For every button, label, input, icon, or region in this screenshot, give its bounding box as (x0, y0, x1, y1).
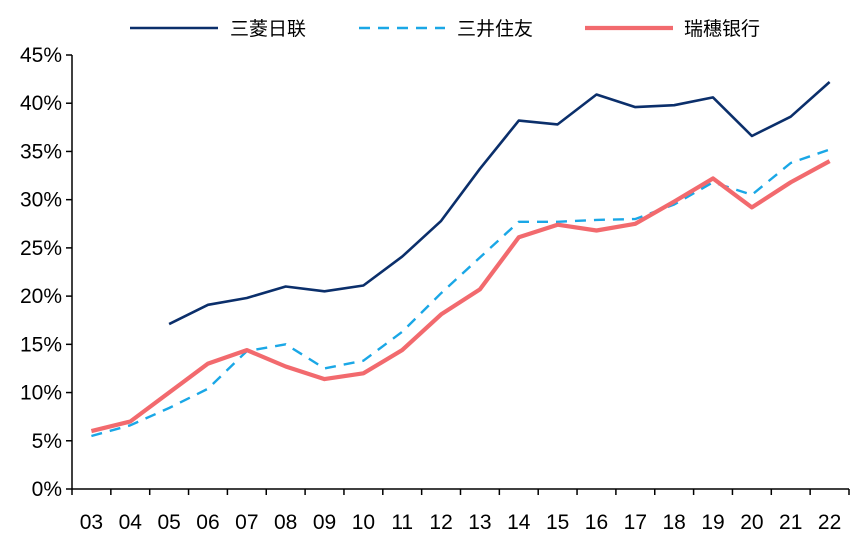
axes (71, 55, 849, 490)
x-tick-label: 13 (468, 511, 491, 534)
series-layer (90, 81, 831, 438)
legend-item-2: 三井住友 (359, 18, 533, 40)
y-tick-label: 5% (32, 430, 62, 453)
y-tick-label: 40% (20, 92, 62, 115)
legend-label: 瑞穗银行 (684, 18, 760, 40)
x-tick-label: 07 (235, 511, 258, 534)
y-tick-label: 25% (20, 237, 62, 260)
legend-label: 三菱日联 (230, 18, 306, 40)
x-tick-label: 16 (585, 511, 608, 534)
x-tick-label: 14 (507, 511, 531, 534)
x-tick-label: 15 (546, 511, 569, 534)
legend-label: 三井住友 (457, 18, 533, 40)
x-tick-label: 19 (701, 511, 724, 534)
series-line-2 (91, 148, 830, 438)
x-tick-label: 03 (80, 511, 103, 534)
legend-item-1: 三菱日联 (130, 18, 306, 40)
y-tick-label: 30% (20, 189, 62, 212)
y-axis-ticks: 0% 5% 10% 15% 20% 25% 30% 35% 40% 45% (20, 44, 72, 501)
x-tick-label: 17 (624, 511, 647, 534)
x-tick-label: 18 (662, 511, 685, 534)
x-tick-label: 12 (429, 511, 452, 534)
y-tick-label: 0% (32, 478, 62, 501)
series-line-3 (90, 159, 831, 434)
x-tick-label: 06 (196, 511, 219, 534)
x-tick-label: 09 (313, 511, 336, 534)
y-tick-label: 45% (20, 44, 62, 67)
legend-item-3: 瑞穗银行 (585, 18, 760, 40)
legend: 三菱日联 三井住友 瑞穗银行 (130, 18, 760, 40)
x-tick-label: 20 (740, 511, 763, 534)
x-tick-label: 22 (818, 511, 841, 534)
y-tick-label: 20% (20, 285, 62, 308)
x-tick-label: 05 (157, 511, 180, 534)
x-tick-label: 11 (391, 511, 413, 534)
y-tick-label: 35% (20, 140, 62, 163)
x-tick-label: 08 (274, 511, 297, 534)
x-tick-label: 10 (352, 511, 375, 534)
y-tick-label: 10% (20, 382, 62, 405)
y-tick-label: 15% (20, 333, 62, 356)
x-tick-label: 04 (119, 511, 143, 534)
x-axis-ticks: 03 04 05 06 07 08 09 10 11 12 13 14 15 16 17 18 19 20 21 22 (71, 489, 850, 534)
x-tick-label: 21 (779, 511, 802, 534)
series-line-1 (168, 81, 831, 326)
